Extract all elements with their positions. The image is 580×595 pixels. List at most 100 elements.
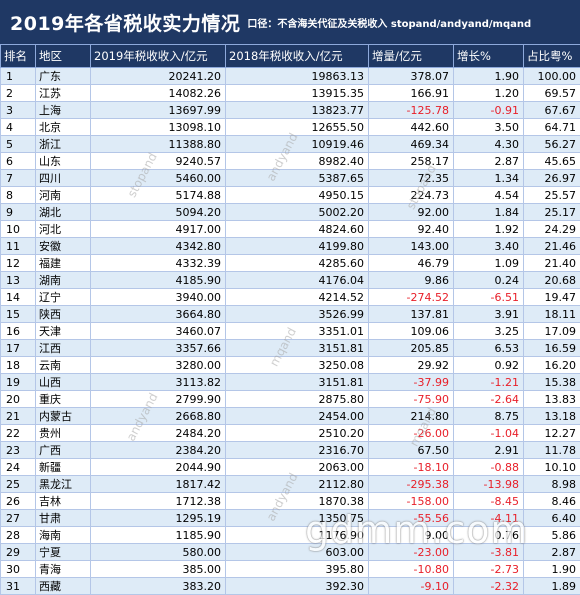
- table-cell: 19.47: [524, 289, 580, 306]
- table-cell: 92.40: [369, 221, 454, 238]
- table-cell: 河南: [36, 187, 91, 204]
- table-cell: 3280.00: [91, 357, 226, 374]
- column-header: 排名: [1, 45, 36, 68]
- table-cell: 3357.66: [91, 340, 226, 357]
- table-cell: 137.81: [369, 306, 454, 323]
- table-cell: 13098.10: [91, 119, 226, 136]
- table-cell: 2510.20: [226, 425, 369, 442]
- table-cell: 7: [1, 170, 36, 187]
- table-cell: 2.87: [524, 544, 580, 561]
- table-cell: 2: [1, 85, 36, 102]
- table-cell: 29.92: [369, 357, 454, 374]
- table-cell: 10: [1, 221, 36, 238]
- table-cell: 67.67: [524, 102, 580, 119]
- table-cell: 10.10: [524, 459, 580, 476]
- table-cell: 5387.65: [226, 170, 369, 187]
- table-cell: 2668.80: [91, 408, 226, 425]
- table-cell: 2799.90: [91, 391, 226, 408]
- table-cell: 内蒙古: [36, 408, 91, 425]
- table-cell: -2.73: [454, 561, 524, 578]
- table-cell: 3250.08: [226, 357, 369, 374]
- table-cell: -1.21: [454, 374, 524, 391]
- table-cell: 3151.81: [226, 340, 369, 357]
- table-cell: 3460.07: [91, 323, 226, 340]
- table-cell: 1.90: [454, 68, 524, 85]
- table-cell: -274.52: [369, 289, 454, 306]
- table-cell: 江西: [36, 340, 91, 357]
- table-cell: 11: [1, 238, 36, 255]
- table-cell: 21.46: [524, 238, 580, 255]
- table-cell: 12.27: [524, 425, 580, 442]
- table-cell: 20: [1, 391, 36, 408]
- table-cell: 8.98: [524, 476, 580, 493]
- table-cell: 21: [1, 408, 36, 425]
- table-cell: 30: [1, 561, 36, 578]
- table-cell: 3526.99: [226, 306, 369, 323]
- table-cell: 1.20: [454, 85, 524, 102]
- table-cell: 14082.26: [91, 85, 226, 102]
- table-cell: 2063.00: [226, 459, 369, 476]
- table-cell: 3.50: [454, 119, 524, 136]
- table-cell: 4917.00: [91, 221, 226, 238]
- table-cell: 15.38: [524, 374, 580, 391]
- table-cell: 17.09: [524, 323, 580, 340]
- table-cell: 9.00: [369, 527, 454, 544]
- column-header: 2018年税收收入/亿元: [226, 45, 369, 68]
- table-cell: 205.85: [369, 340, 454, 357]
- table-cell: 392.30: [226, 578, 369, 595]
- table-cell: 13.18: [524, 408, 580, 425]
- table-cell: 385.00: [91, 561, 226, 578]
- table-cell: 20.68: [524, 272, 580, 289]
- table-cell: -2.64: [454, 391, 524, 408]
- table-cell: 3113.82: [91, 374, 226, 391]
- table-cell: -13.98: [454, 476, 524, 493]
- table-cell: -125.78: [369, 102, 454, 119]
- table-cell: 11388.80: [91, 136, 226, 153]
- table-cell: 5: [1, 136, 36, 153]
- table-cell: 224.73: [369, 187, 454, 204]
- table-cell: 陕西: [36, 306, 91, 323]
- table-cell: 河北: [36, 221, 91, 238]
- table-cell: 1870.38: [226, 493, 369, 510]
- table-cell: 4950.15: [226, 187, 369, 204]
- table-cell: 9.86: [369, 272, 454, 289]
- table-cell: 宁夏: [36, 544, 91, 561]
- table-cell: 27: [1, 510, 36, 527]
- table-cell: 青海: [36, 561, 91, 578]
- table-cell: 5002.20: [226, 204, 369, 221]
- table-cell: 56.27: [524, 136, 580, 153]
- table-cell: 6: [1, 153, 36, 170]
- table-cell: 4332.39: [91, 255, 226, 272]
- table-cell: 广西: [36, 442, 91, 459]
- table-cell: 3664.80: [91, 306, 226, 323]
- table-cell: -9.10: [369, 578, 454, 595]
- table-cell: 12655.50: [226, 119, 369, 136]
- table-cell: 603.00: [226, 544, 369, 561]
- table-cell: -0.91: [454, 102, 524, 119]
- table-cell: 2384.20: [91, 442, 226, 459]
- table-cell: 4176.04: [226, 272, 369, 289]
- table-cell: 甘肃: [36, 510, 91, 527]
- table-cell: 3.91: [454, 306, 524, 323]
- table-cell: 4: [1, 119, 36, 136]
- table-cell: 13915.35: [226, 85, 369, 102]
- table-cell: 8982.40: [226, 153, 369, 170]
- table-cell: 69.57: [524, 85, 580, 102]
- table-cell: 3.25: [454, 323, 524, 340]
- table-cell: 20241.20: [91, 68, 226, 85]
- table-cell: 山西: [36, 374, 91, 391]
- table-cell: 吉林: [36, 493, 91, 510]
- table-cell: 8.46: [524, 493, 580, 510]
- table-cell: 新疆: [36, 459, 91, 476]
- table-cell: 辽宁: [36, 289, 91, 306]
- table-cell: 13697.99: [91, 102, 226, 119]
- table-cell: 9240.57: [91, 153, 226, 170]
